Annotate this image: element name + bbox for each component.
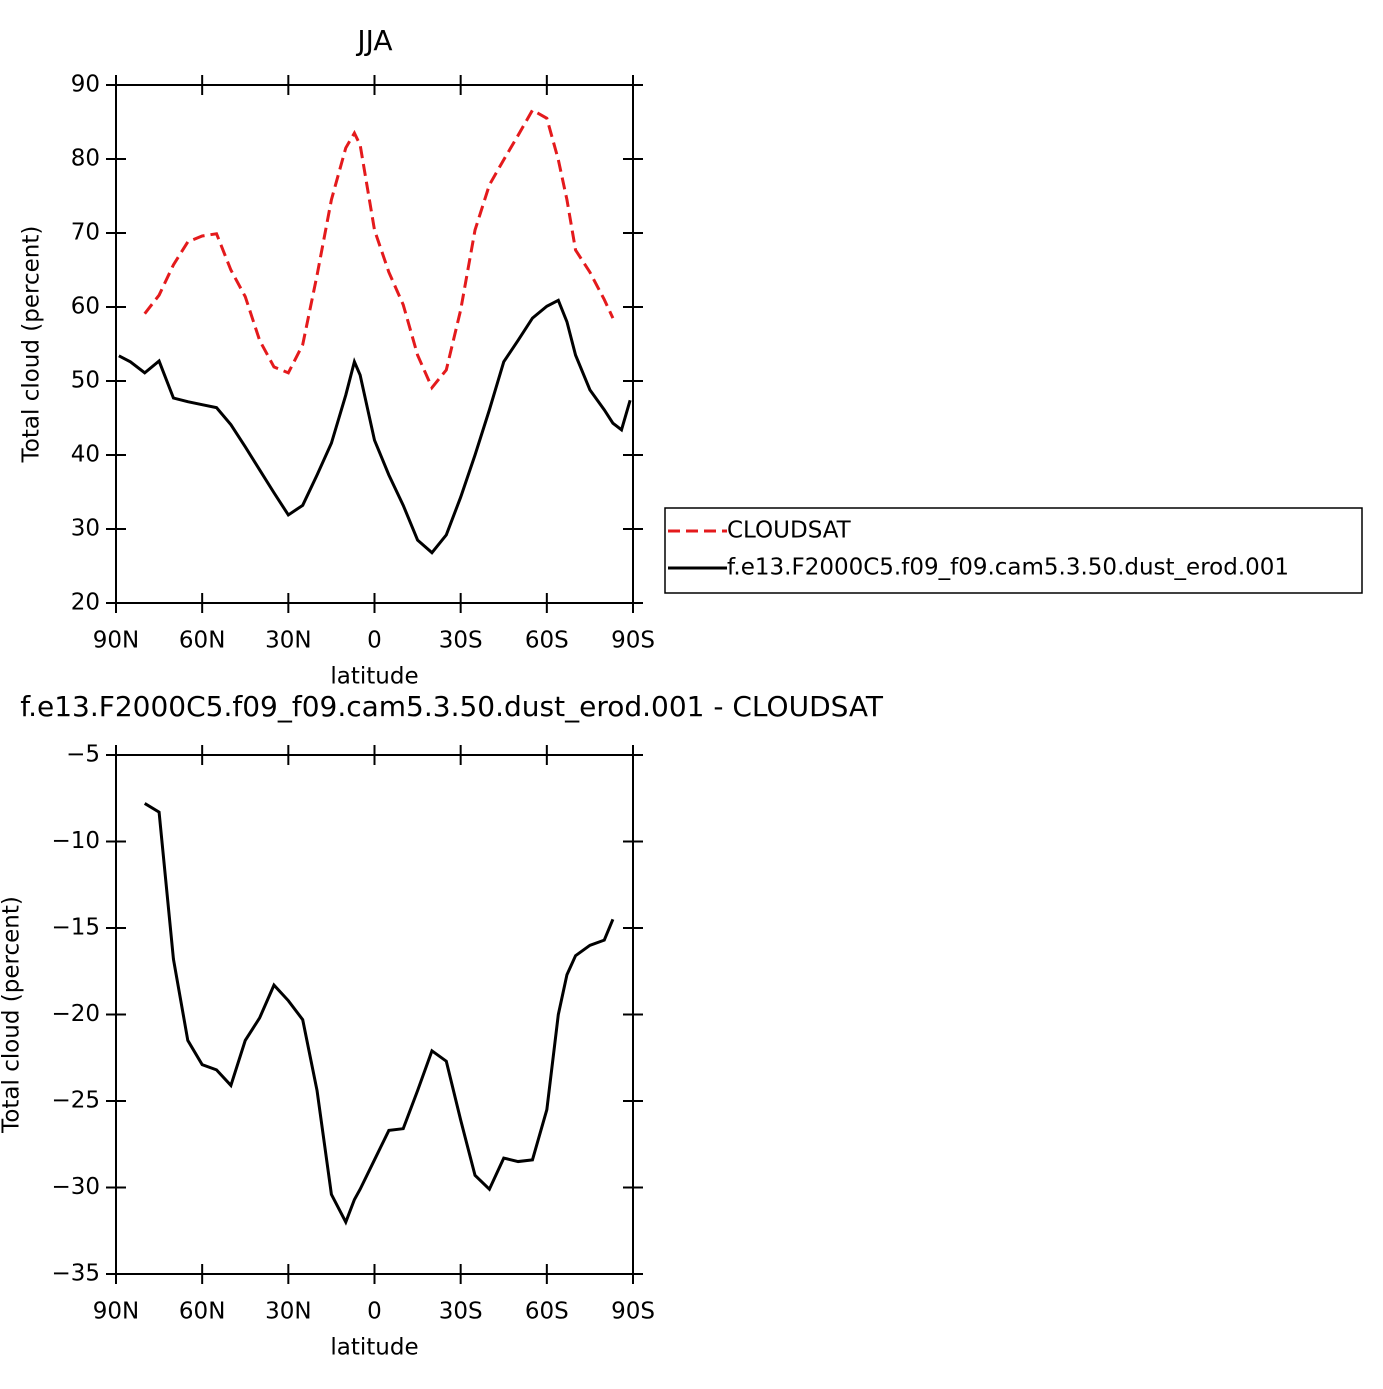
x-tick-label: 90N — [93, 628, 139, 654]
y-tick-label: −5 — [66, 742, 100, 768]
x-tick-label: 90S — [611, 628, 655, 654]
plot-frame — [115, 84, 634, 604]
x-tick-label: 90S — [611, 1299, 655, 1325]
x-tick-label: 60N — [179, 1299, 225, 1325]
x-axis-label: latitude — [330, 664, 418, 690]
y-tick-label: 40 — [71, 442, 100, 468]
y-tick-label: −15 — [51, 915, 100, 941]
y-tick-label: −20 — [51, 1001, 100, 1027]
data-line — [118, 298, 632, 555]
y-tick-label: −25 — [51, 1088, 100, 1114]
data-line — [143, 802, 615, 1226]
y-tick-label: 60 — [71, 294, 100, 320]
x-tick-label: 60S — [525, 628, 569, 654]
y-tick-label: 70 — [71, 220, 100, 246]
x-tick-label: 60N — [179, 628, 225, 654]
chart-title: JJA — [355, 24, 392, 57]
y-axis-label: Total cloud (percent) — [0, 896, 25, 1134]
plot-frame — [115, 754, 634, 1275]
y-tick-label: −10 — [51, 828, 100, 854]
x-axis-label: latitude — [330, 1335, 418, 1361]
y-axis-label: Total cloud (percent) — [19, 226, 45, 464]
data-line — [143, 108, 615, 391]
x-tick-label: 90N — [93, 1299, 139, 1325]
y-tick-label: 80 — [71, 146, 100, 172]
y-tick-label: 30 — [71, 516, 100, 542]
legend-label: f.e13.F2000C5.f09_f09.cam5.3.50.dust_ero… — [727, 555, 1289, 581]
y-tick-label: 90 — [71, 72, 100, 98]
y-tick-label: 20 — [71, 590, 100, 616]
y-tick-label: 50 — [71, 368, 100, 394]
x-tick-label: 30S — [439, 628, 483, 654]
x-tick-label: 30N — [265, 1299, 311, 1325]
x-tick-label: 60S — [525, 1299, 569, 1325]
x-tick-label: 30N — [265, 628, 311, 654]
legend-label: CLOUDSAT — [727, 518, 852, 544]
y-tick-label: −30 — [51, 1174, 100, 1200]
x-tick-label: 0 — [367, 628, 382, 654]
chart-title: f.e13.F2000C5.f09_f09.cam5.3.50.dust_ero… — [20, 690, 884, 723]
y-tick-label: −35 — [51, 1261, 100, 1287]
x-tick-label: 0 — [367, 1299, 382, 1325]
x-tick-label: 30S — [439, 1299, 483, 1325]
legend-box — [664, 507, 1363, 594]
